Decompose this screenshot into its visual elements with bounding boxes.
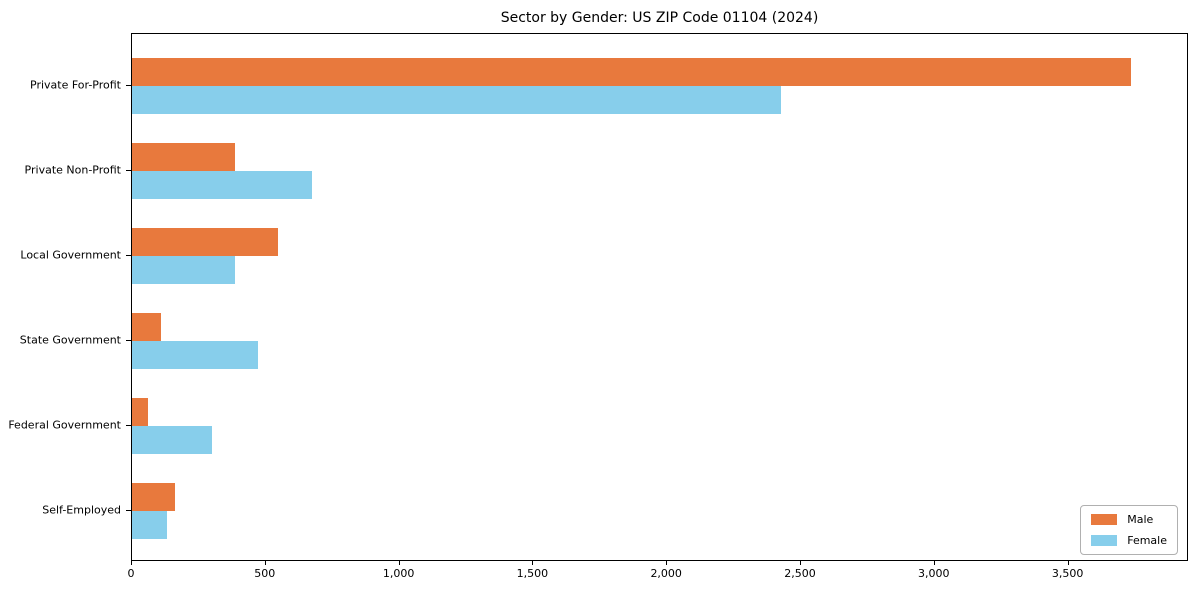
x-axis-ticks: 0 500 1,000 1,500 2,000 2,500 3,000 3,500 (127, 560, 1188, 590)
bar-male-private-for-profit (132, 58, 1131, 86)
x-tick-mark (398, 560, 400, 565)
y-axis-label-federal-government: Federal Government (8, 418, 121, 432)
y-tick-mark (126, 85, 131, 86)
legend-label-female: Female (1127, 534, 1167, 547)
legend-swatch-male (1091, 514, 1118, 525)
bar-female-private-non-profit (132, 170, 313, 199)
y-tick-mark (126, 424, 131, 426)
x-tick-label: 2,000 (650, 567, 682, 580)
x-tick-mark (799, 560, 801, 565)
bar-female-self-employed (132, 510, 167, 539)
x-tick-label: 1,500 (516, 567, 549, 580)
legend-entry-female: Female (1091, 534, 1167, 547)
bar-female-federal-government (132, 425, 213, 454)
bar-male-self-employed (132, 482, 175, 511)
x-tick-mark (532, 560, 534, 565)
y-axis-label-self-employed: Self-Employed (42, 503, 121, 516)
chart-title: Sector by Gender: US ZIP Code 01104 (202… (500, 10, 819, 26)
x-tick-mark (933, 560, 935, 565)
bar-male-private-non-profit (132, 142, 235, 171)
x-tick-label: 500 (254, 567, 276, 580)
bar-female-private-for-profit (132, 86, 782, 114)
y-tick-mark (126, 339, 131, 341)
legend: Male Female (1080, 505, 1178, 555)
bar-male-federal-government (132, 397, 149, 426)
bar-female-state-government (132, 340, 258, 369)
y-axis-label-private-non-profit: Private Non-Profit (24, 163, 121, 177)
x-tick-label: 3,500 (1051, 567, 1084, 580)
y-axis-labels: Private For-Profit Private Non-Profit Loca… (0, 33, 121, 561)
legend-label-male: Male (1127, 513, 1154, 526)
x-tick-mark (1067, 560, 1069, 565)
x-tick-label: 1,000 (382, 567, 415, 580)
y-axis-label-state-government: State Government (19, 333, 121, 347)
y-axis-label-private-for-profit: Private For-Profit (30, 78, 121, 92)
y-tick-mark (126, 509, 131, 511)
x-tick-label: 0 (127, 567, 135, 580)
x-tick-mark (131, 560, 132, 565)
bar-groups (132, 34, 1187, 560)
bar-male-state-government (132, 312, 162, 341)
plot-area: Male Female (131, 33, 1188, 561)
y-axis-label-local-government: Local Government (20, 248, 121, 262)
legend-entry-male: Male (1091, 513, 1167, 526)
bar-female-local-government (132, 255, 235, 284)
bar-male-local-government (132, 227, 278, 256)
x-tick-mark (264, 560, 266, 565)
legend-swatch-female (1091, 535, 1118, 546)
x-tick-mark (666, 560, 668, 565)
x-tick-label: 2,500 (784, 567, 816, 580)
x-tick-label: 3,000 (918, 567, 950, 580)
y-axis-tick-marks (126, 33, 131, 561)
y-tick-mark (126, 254, 131, 256)
y-tick-mark (126, 169, 131, 171)
